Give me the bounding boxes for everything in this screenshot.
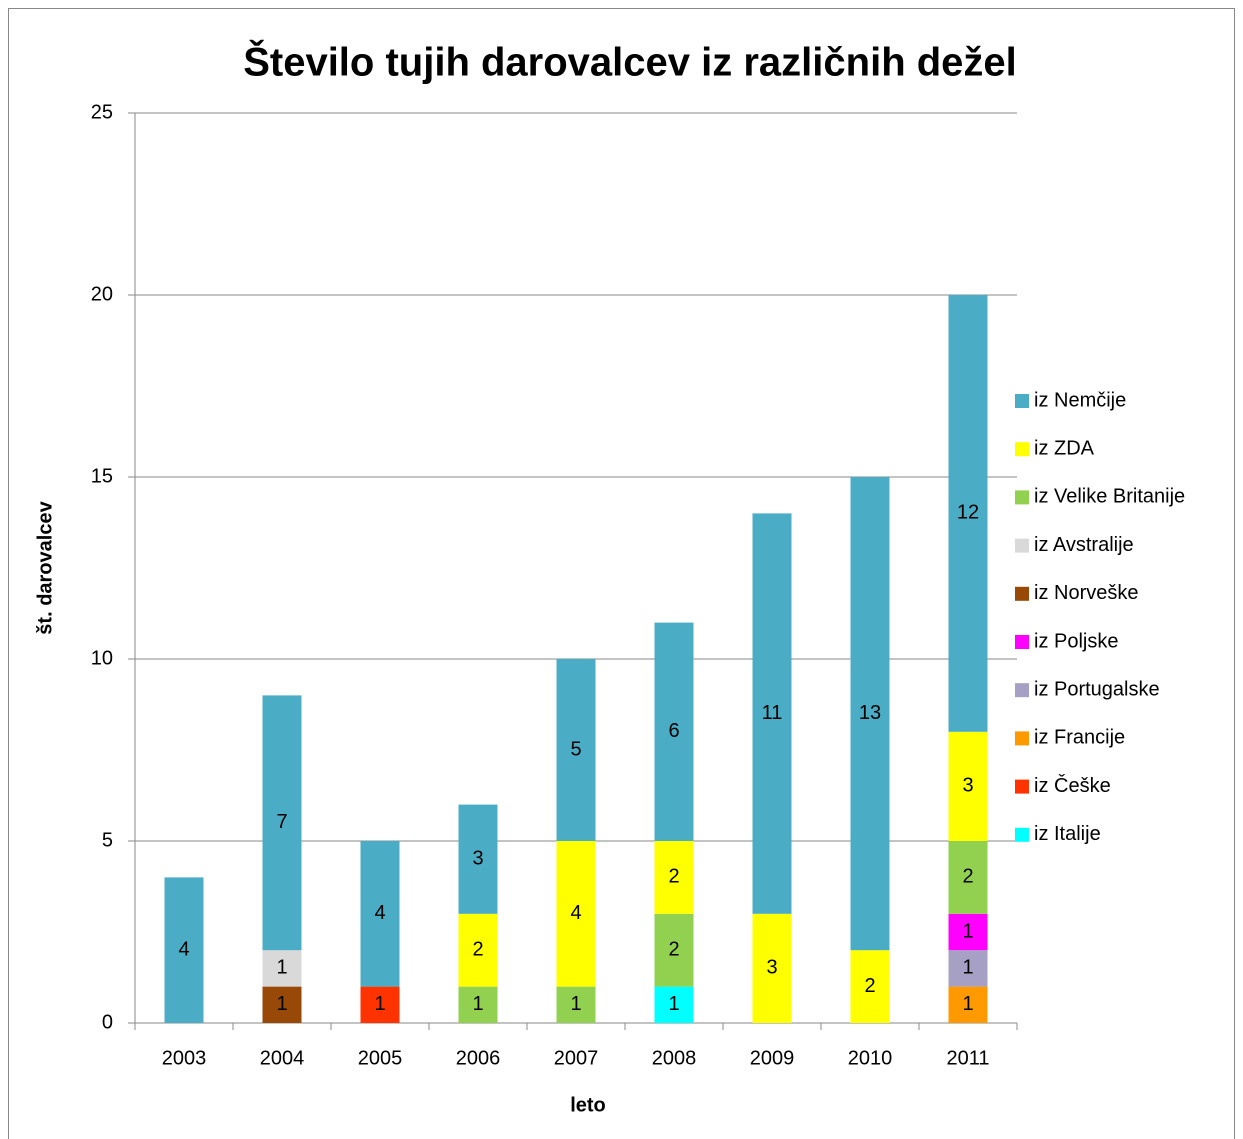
bar-segment — [654, 913, 694, 987]
data-label: 4 — [570, 902, 581, 924]
data-label: 1 — [472, 993, 483, 1015]
legend-label: iz Velike Britanije — [1034, 486, 1185, 508]
y-tick-label: 15 — [91, 465, 113, 487]
chart-title: Število tujih darovalcev iz različnih de… — [243, 39, 1017, 85]
legend-label: iz Poljske — [1034, 630, 1118, 652]
bar-segment — [556, 659, 596, 841]
data-label: 2 — [472, 938, 483, 960]
legend-label: iz Avstralije — [1034, 534, 1134, 556]
bar-segment — [948, 295, 988, 732]
bar-segment — [850, 477, 890, 951]
legend-swatch — [1015, 442, 1029, 457]
legend-swatch — [1015, 731, 1029, 746]
x-tick-label: 2005 — [358, 1047, 403, 1069]
data-label: 1 — [668, 993, 679, 1015]
data-label: 1 — [276, 957, 287, 979]
bar-segment — [948, 950, 988, 987]
data-label: 1 — [570, 993, 581, 1015]
legend-swatch — [1015, 586, 1029, 601]
bar-segment — [752, 513, 792, 914]
x-tick-label: 2009 — [750, 1047, 795, 1069]
bar-segment — [262, 695, 302, 951]
y-tick-label: 20 — [91, 283, 113, 305]
bar-segment — [654, 986, 694, 1023]
data-label: 1 — [962, 920, 973, 942]
legend-label: iz Češke — [1034, 774, 1111, 797]
x-tick-label: 2007 — [554, 1047, 599, 1069]
bar-segment — [262, 950, 302, 987]
legend-swatch — [1015, 683, 1029, 698]
data-label: 4 — [178, 938, 189, 960]
bar-segment — [948, 731, 988, 841]
data-label: 1 — [962, 993, 973, 1015]
x-tick-label: 2011 — [946, 1047, 989, 1069]
chart-border — [8, 8, 1235, 1139]
bar-segment — [360, 841, 400, 987]
legend-label: iz Nemčije — [1034, 389, 1126, 411]
y-tick-label: 10 — [91, 647, 113, 669]
y-tick-label: 5 — [102, 829, 113, 851]
bar-segment — [654, 622, 694, 841]
data-label: 6 — [668, 720, 679, 742]
legend-swatch — [1015, 490, 1029, 505]
data-label: 1 — [962, 957, 973, 979]
legend-label: iz Norveške — [1034, 582, 1138, 604]
legend-swatch — [1015, 394, 1029, 408]
bar-segment — [458, 913, 498, 987]
legend-swatch — [1015, 538, 1029, 553]
bar-segment — [948, 913, 988, 951]
bar-segment — [850, 950, 890, 1023]
bar-segment — [654, 841, 694, 914]
legend-swatch — [1015, 779, 1029, 794]
data-label: 2 — [668, 938, 679, 960]
data-label: 1 — [374, 993, 385, 1015]
x-axis-title: leto — [570, 1094, 606, 1116]
data-label: 3 — [962, 775, 973, 797]
y-axis-title: št. darovalcev — [34, 500, 56, 634]
data-label: 2 — [962, 866, 973, 888]
legend-label: iz Italije — [1034, 823, 1101, 845]
legend-swatch — [1015, 635, 1029, 649]
x-tick-label: 2010 — [848, 1047, 893, 1069]
y-tick-label: 25 — [91, 101, 113, 123]
data-label: 3 — [766, 957, 777, 979]
x-tick-label: 2008 — [652, 1047, 697, 1069]
bar-segment — [556, 841, 596, 987]
data-label: 7 — [276, 811, 287, 833]
bar-segment — [360, 986, 400, 1023]
data-label: 5 — [570, 738, 581, 760]
x-tick-label: 2006 — [456, 1047, 501, 1069]
bar-segment — [556, 986, 596, 1023]
bar-segment — [948, 841, 988, 914]
bar-segment — [262, 986, 302, 1023]
data-label: 12 — [957, 502, 979, 524]
data-label: 1 — [276, 993, 287, 1015]
bar-segment — [164, 877, 204, 1023]
bar-segment — [458, 804, 498, 914]
data-label: 4 — [374, 902, 385, 924]
x-tick-label: 2004 — [260, 1047, 305, 1069]
legend-label: iz Francije — [1034, 727, 1125, 749]
data-label: 2 — [668, 866, 679, 888]
data-label: 2 — [864, 975, 875, 997]
x-tick-label: 2003 — [162, 1047, 207, 1069]
legend-swatch — [1015, 827, 1029, 842]
bar-segment — [948, 986, 988, 1023]
legend-label: iz ZDA — [1034, 437, 1095, 459]
y-tick-label: 0 — [102, 1011, 113, 1033]
bar-segment — [752, 913, 792, 1023]
data-label: 13 — [859, 702, 881, 724]
data-label: 3 — [472, 847, 483, 869]
legend-label: iz Portugalske — [1034, 678, 1160, 700]
bar-segment — [458, 986, 498, 1023]
data-label: 11 — [762, 702, 783, 724]
